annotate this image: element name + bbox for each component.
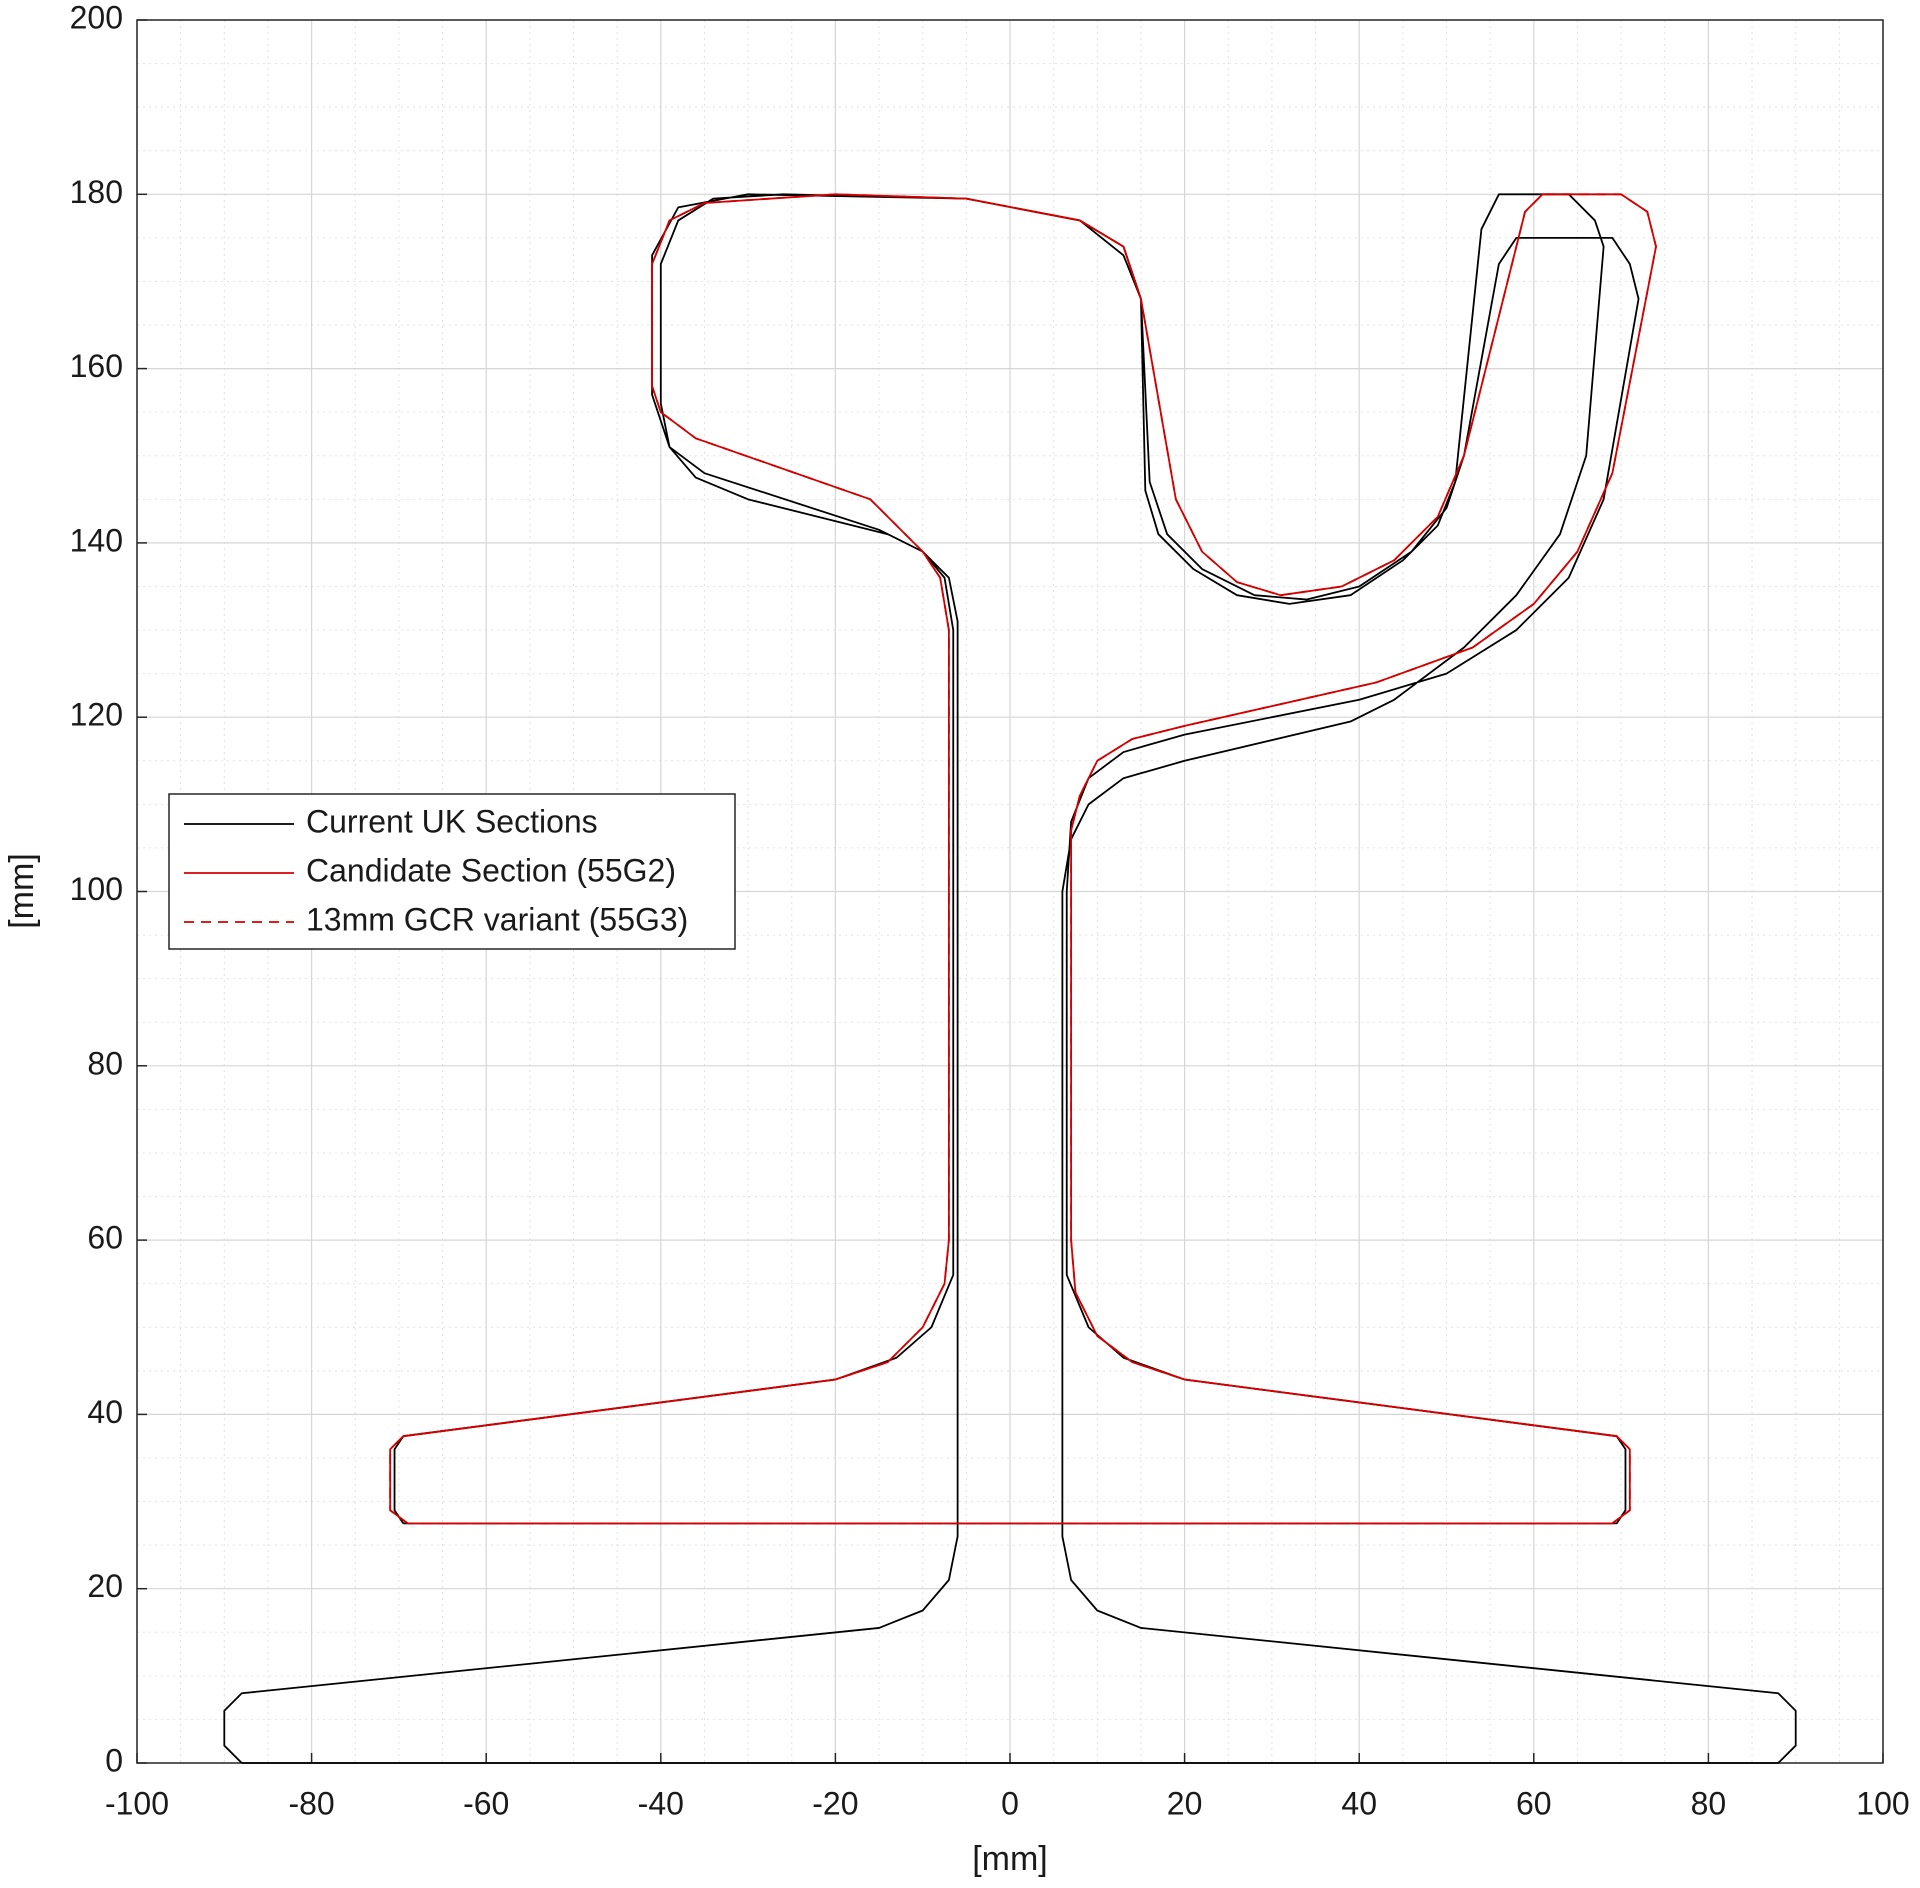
y-tick-label: 80 [87,1045,123,1081]
x-axis-label: [mm] [972,1840,1048,1878]
legend-label: 13mm GCR variant (55G3) [306,901,688,937]
x-tick-label: 100 [1856,1785,1909,1821]
legend-box [168,793,736,950]
x-tick-label: 60 [1516,1785,1552,1821]
x-tick-label: -20 [812,1785,858,1821]
legend-label: Candidate Section (55G2) [306,852,676,888]
y-tick-label: 140 [70,522,123,558]
x-tick-label: -60 [463,1785,509,1821]
x-tick-label: 0 [1001,1785,1019,1821]
y-tick-label: 120 [70,697,123,733]
x-tick-label: 20 [1167,1785,1203,1821]
y-tick-label: 60 [87,1220,123,1256]
x-tick-label: -100 [105,1785,169,1821]
x-tick-label: -40 [638,1785,684,1821]
x-tick-label: 80 [1691,1785,1727,1821]
y-tick-label: 40 [87,1394,123,1430]
y-tick-label: 200 [70,0,123,35]
profile-line [389,193,1657,1525]
y-tick-label: 20 [87,1568,123,1604]
legend-label: Current UK Sections [306,803,598,839]
profile-line [223,193,1797,1764]
x-tick-label: -80 [288,1785,334,1821]
y-tick-label: 180 [70,174,123,210]
y-tick-label: 100 [70,871,123,907]
y-tick-label: 0 [105,1742,123,1778]
y-tick-label: 160 [70,348,123,384]
x-tick-label: 40 [1341,1785,1377,1821]
y-axis-label: [mm] [3,853,41,929]
